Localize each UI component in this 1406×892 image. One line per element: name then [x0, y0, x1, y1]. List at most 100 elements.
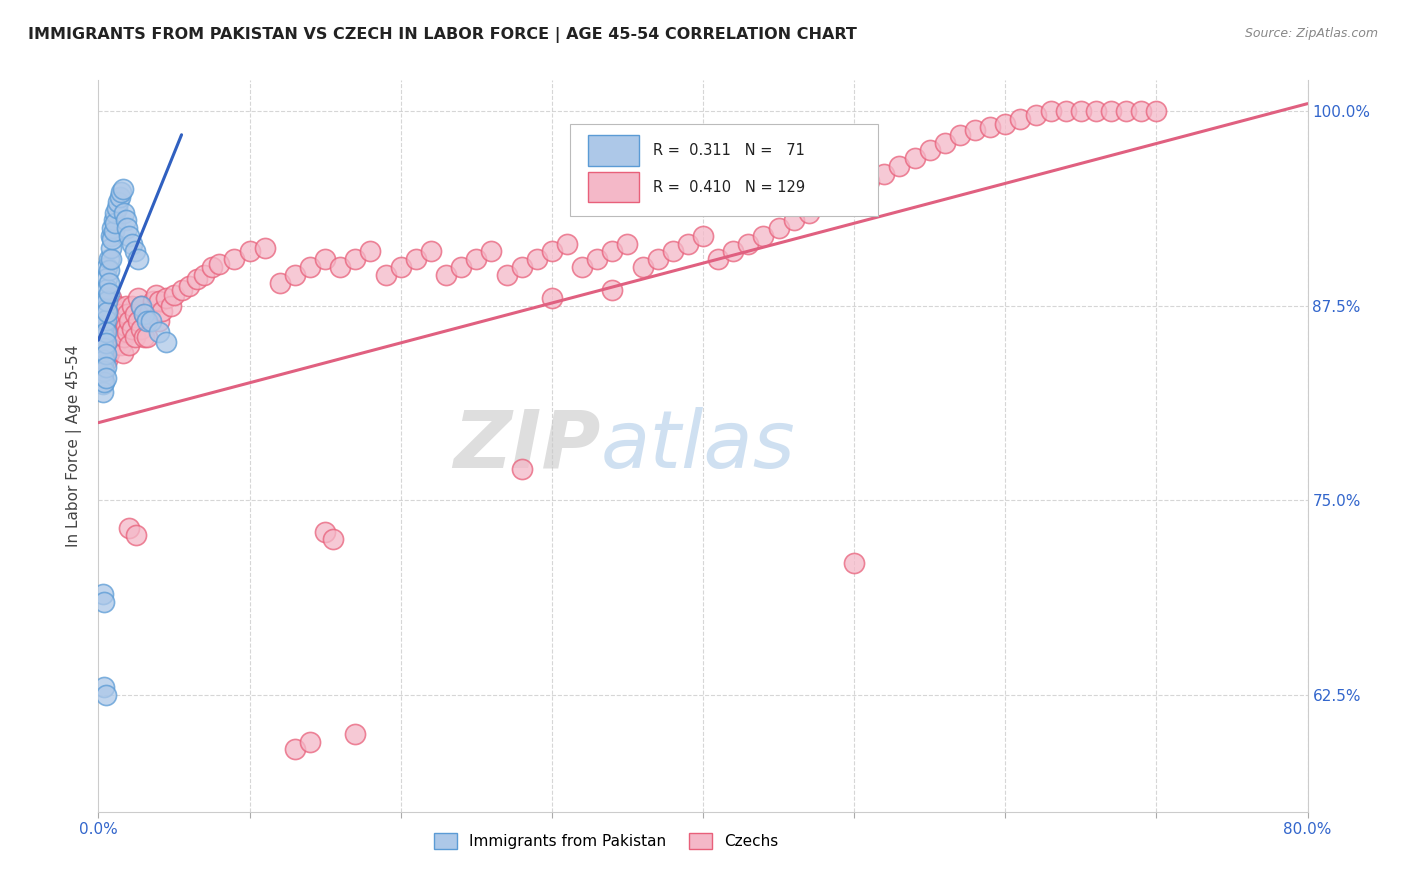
Point	[1099, 104, 1122, 119]
Point	[918, 144, 941, 158]
Point	[676, 236, 699, 251]
Point	[1070, 104, 1092, 119]
Point	[107, 307, 129, 321]
Point	[127, 314, 149, 328]
Point	[994, 117, 1017, 131]
Point	[389, 260, 412, 274]
Text: ZIP: ZIP	[453, 407, 600, 485]
Point	[127, 252, 149, 267]
Point	[100, 314, 122, 328]
Point	[510, 260, 533, 274]
Point	[965, 123, 987, 137]
Y-axis label: In Labor Force | Age 45-54: In Labor Force | Age 45-54	[66, 345, 83, 547]
Point	[540, 291, 562, 305]
Point	[94, 345, 117, 359]
Point	[314, 252, 336, 267]
Point	[616, 236, 638, 251]
Point	[224, 252, 246, 267]
Point	[93, 375, 115, 389]
Point	[94, 688, 117, 702]
Point	[93, 341, 115, 355]
Point	[90, 357, 112, 371]
Point	[193, 268, 215, 282]
Point	[90, 330, 112, 344]
Point	[93, 353, 115, 368]
Point	[112, 330, 135, 344]
Point	[374, 268, 396, 282]
Point	[450, 260, 472, 274]
Point	[647, 252, 669, 267]
Point	[125, 527, 148, 541]
Point	[108, 314, 131, 328]
Text: atlas: atlas	[600, 407, 794, 485]
Point	[314, 524, 336, 539]
Point	[100, 252, 122, 267]
Point	[110, 338, 132, 352]
Point	[844, 182, 866, 196]
Point	[101, 221, 124, 235]
Point	[481, 244, 503, 259]
Point	[145, 288, 167, 302]
Point	[344, 727, 367, 741]
Point	[91, 341, 114, 355]
Point	[96, 294, 118, 309]
Point	[96, 353, 118, 368]
Point	[107, 326, 129, 340]
Point	[93, 295, 115, 310]
Point	[135, 314, 157, 328]
Point	[121, 322, 143, 336]
Point	[103, 307, 125, 321]
Point	[94, 336, 117, 351]
Point	[91, 338, 114, 352]
Point	[110, 186, 132, 200]
Point	[96, 260, 118, 274]
Point	[98, 322, 121, 336]
Point	[111, 182, 134, 196]
FancyBboxPatch shape	[588, 171, 638, 202]
Point	[571, 260, 593, 274]
Point	[114, 213, 136, 227]
Point	[586, 252, 609, 267]
Point	[93, 353, 115, 368]
Point	[112, 205, 135, 219]
Point	[108, 330, 131, 344]
Point	[94, 301, 117, 316]
Point	[142, 294, 165, 309]
Point	[98, 263, 121, 277]
Point	[768, 221, 790, 235]
Point	[828, 190, 851, 204]
Point	[148, 326, 170, 340]
Point	[115, 307, 138, 321]
Point	[93, 594, 115, 608]
Point	[104, 205, 127, 219]
Point	[103, 213, 125, 227]
Point	[98, 252, 121, 267]
Point	[692, 228, 714, 243]
Point	[93, 330, 115, 344]
FancyBboxPatch shape	[569, 124, 879, 216]
Point	[284, 268, 307, 282]
Point	[91, 361, 114, 376]
Point	[160, 299, 183, 313]
Point	[105, 319, 128, 334]
Point	[934, 136, 956, 150]
Point	[90, 307, 112, 321]
Point	[1039, 104, 1062, 119]
Point	[94, 359, 117, 374]
Point	[96, 271, 118, 285]
Legend: Immigrants from Pakistan, Czechs: Immigrants from Pakistan, Czechs	[427, 827, 785, 855]
Text: R =  0.410   N = 129: R = 0.410 N = 129	[654, 179, 806, 194]
Point	[104, 217, 127, 231]
Point	[179, 278, 201, 293]
Point	[526, 252, 548, 267]
Point	[101, 232, 124, 246]
Point	[101, 299, 124, 313]
Point	[329, 260, 352, 274]
Point	[201, 260, 224, 274]
Point	[129, 322, 152, 336]
Point	[105, 201, 128, 215]
Point	[94, 370, 117, 384]
Point	[813, 198, 835, 212]
Point	[100, 291, 122, 305]
Point	[155, 291, 177, 305]
